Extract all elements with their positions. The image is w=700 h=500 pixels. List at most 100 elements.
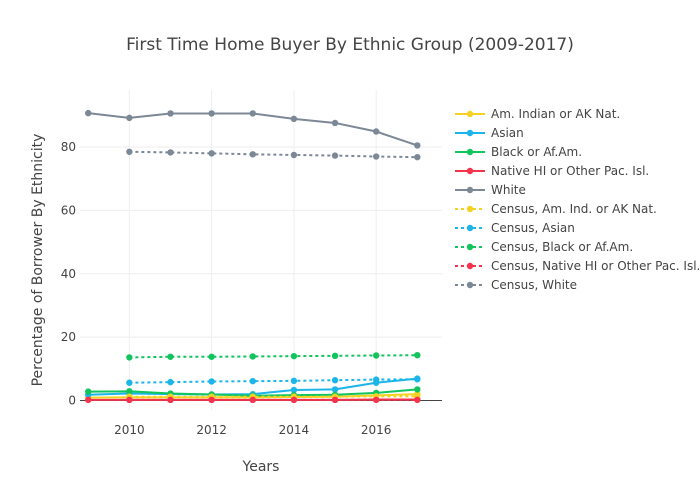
data-point — [126, 379, 133, 386]
data-point — [372, 376, 380, 383]
legend-swatch-marker — [466, 129, 474, 137]
data-point — [167, 149, 174, 156]
data-point — [167, 110, 174, 117]
x-axis-title: Years — [242, 459, 280, 475]
series-census-asian — [126, 376, 421, 386]
data-point — [167, 353, 174, 360]
data-point — [290, 377, 298, 385]
legend-swatch-marker — [466, 148, 474, 156]
data-point — [126, 114, 133, 122]
legend-swatch-marker — [466, 205, 474, 213]
data-point — [126, 354, 133, 361]
y-tick-label: 40 — [61, 267, 76, 281]
data-point — [331, 119, 339, 127]
legend-label: Census, White — [491, 278, 577, 292]
y-tick-label: 0 — [68, 393, 76, 407]
data-point — [208, 378, 215, 385]
data-point — [414, 376, 421, 383]
x-tick-label: 2016 — [361, 423, 392, 437]
data-point — [331, 377, 339, 384]
legend-label: Census, Am. Ind. or AK Nat. — [491, 202, 657, 216]
data-point — [249, 110, 256, 117]
legend-item-census-asian[interactable]: Census, Asian — [455, 221, 575, 235]
y-axis-ticks: 0 20 40 60 80 — [61, 140, 76, 407]
x-axis-ticks: 2010 2012 2014 2016 — [114, 423, 391, 437]
legend-item-black-or-af-am[interactable]: Black or Af.Am. — [455, 145, 582, 159]
legend-swatch-marker — [466, 167, 474, 175]
data-point — [372, 153, 380, 160]
data-point — [208, 396, 215, 404]
data-point — [290, 151, 298, 159]
data-point — [85, 388, 92, 395]
legend-label: White — [491, 183, 526, 197]
legend-label: Native HI or Other Pac. Isl. — [491, 164, 649, 178]
data-point — [249, 151, 256, 158]
y-tick-label: 80 — [61, 140, 76, 154]
data-point — [85, 396, 92, 404]
data-point — [414, 396, 421, 404]
data-point — [249, 353, 256, 360]
data-point — [290, 386, 298, 394]
series-line — [129, 150, 418, 159]
x-tick-label: 2012 — [196, 423, 227, 437]
legend-item-am-indian-or-ak-nat[interactable]: Am. Indian or AK Nat. — [455, 107, 620, 121]
legend-item-census-black-or-af-am[interactable]: Census, Black or Af.Am. — [455, 240, 633, 254]
series-census-black-or-af-am — [126, 351, 421, 361]
data-point — [290, 115, 298, 123]
legend-item-white[interactable]: White — [455, 183, 526, 197]
data-point — [331, 152, 339, 159]
data-point — [290, 396, 298, 404]
data-point — [372, 352, 380, 359]
data-point — [126, 148, 133, 155]
data-point — [208, 353, 215, 360]
series-census-native-hi-or-other-pac-isl — [126, 396, 421, 404]
data-point — [208, 150, 215, 157]
legend-swatch-marker — [466, 281, 474, 289]
legend-item-native-hi-or-other-pac-isl[interactable]: Native HI or Other Pac. Isl. — [455, 164, 649, 178]
legend-swatch-marker — [466, 110, 474, 118]
data-point — [414, 386, 421, 393]
data-point — [331, 352, 339, 360]
data-point — [372, 128, 380, 135]
legend-item-census-white[interactable]: Census, White — [455, 278, 577, 292]
legend-label: Am. Indian or AK Nat. — [491, 107, 620, 121]
legend-label: Asian — [491, 126, 524, 140]
legend-item-census-am-ind-or-ak-nat[interactable]: Census, Am. Ind. or AK Nat. — [455, 202, 657, 216]
data-point — [290, 352, 298, 360]
legend-swatch-marker — [466, 262, 474, 270]
series-line — [88, 112, 418, 147]
legend-label: Census, Black or Af.Am. — [491, 240, 633, 254]
data-point — [208, 110, 215, 117]
legend-label: Black or Af.Am. — [491, 145, 582, 159]
series-census-white — [126, 148, 421, 161]
series-line — [129, 378, 418, 384]
data-point — [249, 396, 256, 404]
data-point — [414, 142, 421, 149]
legend-item-census-native-hi-or-other-pac-isl[interactable]: Census, Native HI or Other Pac. Isl. — [455, 259, 700, 273]
data-point — [167, 378, 174, 386]
data-point — [414, 153, 421, 161]
data-point — [372, 396, 380, 404]
data-point — [249, 377, 256, 385]
legend-swatch-marker — [466, 243, 474, 251]
chart-title: First Time Home Buyer By Ethnic Group (2… — [126, 35, 574, 55]
x-tick-label: 2014 — [279, 423, 310, 437]
data-point — [331, 386, 339, 393]
legend-swatch-marker — [466, 224, 474, 232]
legend-label: Census, Native HI or Other Pac. Isl. — [491, 259, 700, 273]
legend-swatch-marker — [466, 186, 474, 194]
grid-lines — [80, 90, 442, 410]
series-lines — [85, 109, 421, 404]
legend[interactable]: Am. Indian or AK Nat. Asian Black or Af.Am… — [455, 107, 700, 292]
data-point — [85, 109, 92, 117]
legend-item-asian[interactable]: Asian — [455, 126, 524, 140]
y-tick-label: 20 — [61, 330, 76, 344]
data-point — [126, 396, 133, 404]
data-point — [126, 388, 133, 395]
series-white — [85, 109, 421, 149]
data-point — [414, 351, 421, 359]
y-tick-label: 60 — [61, 203, 76, 217]
series-line — [129, 354, 418, 359]
x-tick-label: 2010 — [114, 423, 145, 437]
